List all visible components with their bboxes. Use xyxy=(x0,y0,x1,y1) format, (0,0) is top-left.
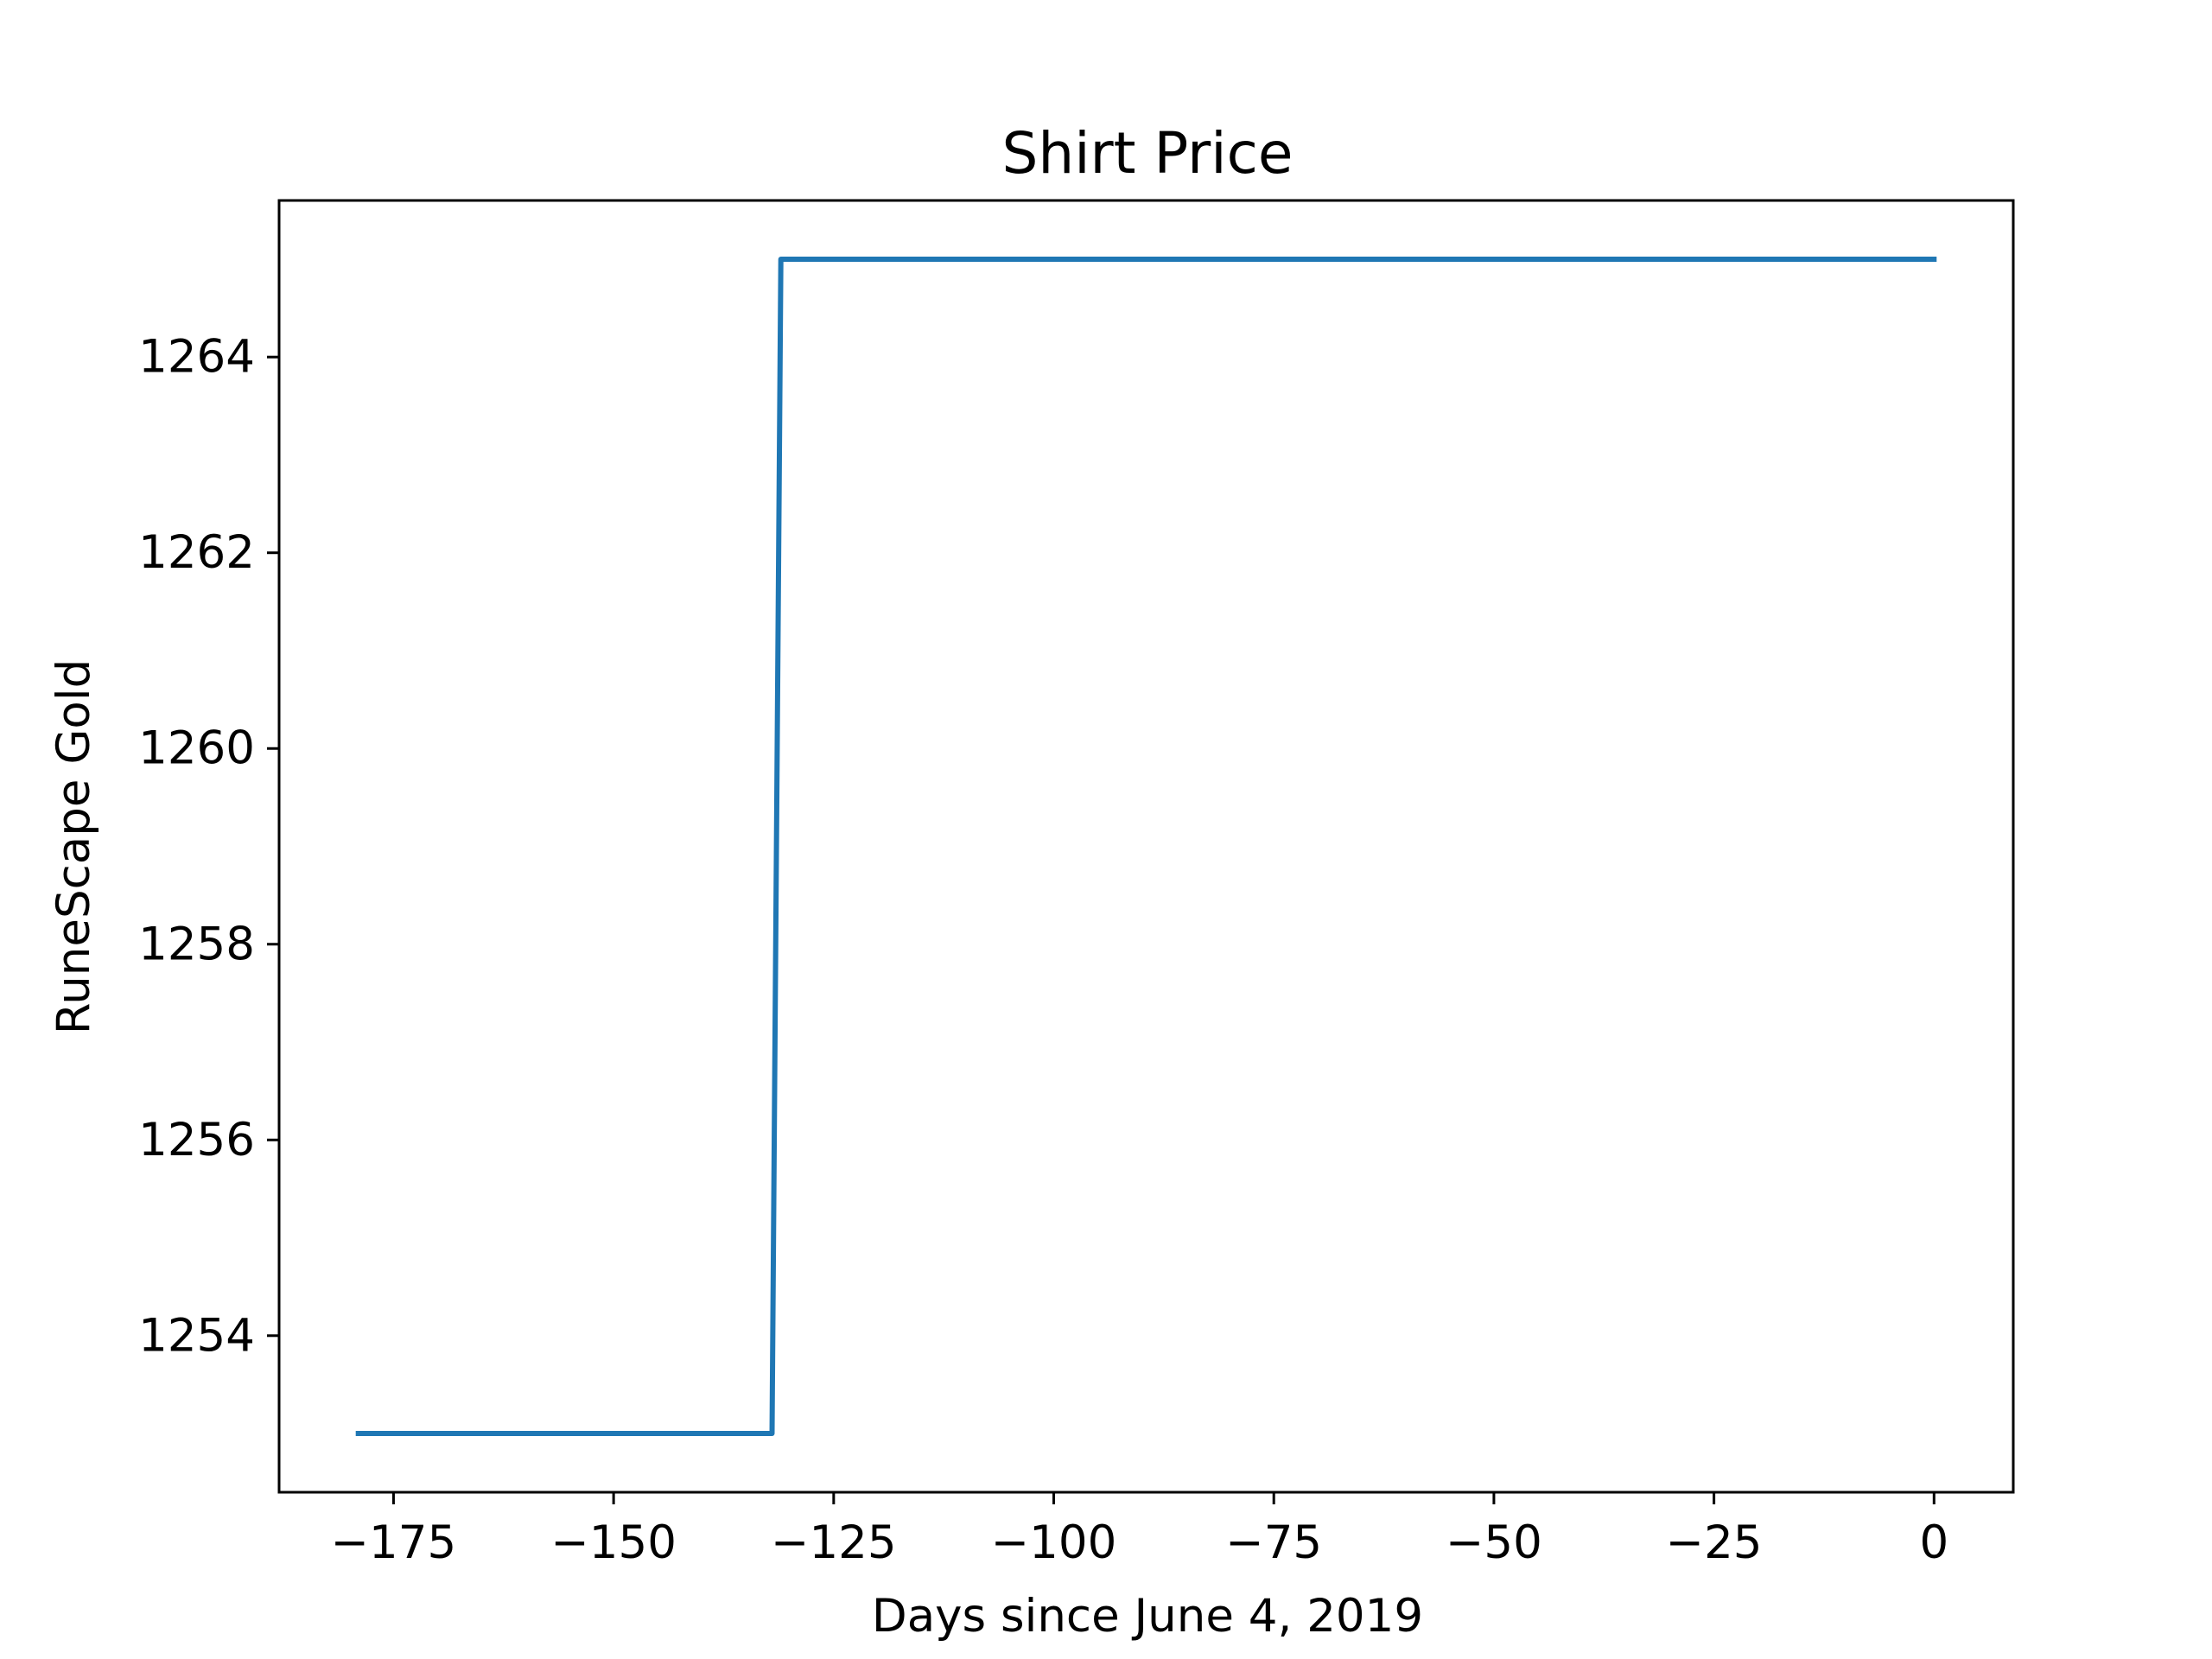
series-line xyxy=(355,257,1937,1436)
x-tick-label: −50 xyxy=(1446,1516,1542,1569)
y-tick-label: 1260 xyxy=(138,722,255,775)
x-axis-label: Days since June 4, 2019 xyxy=(872,1590,1423,1643)
x-axis-ticks: −175 −150 −125 −100 −75 −50 −25 0 xyxy=(331,1492,1948,1569)
y-tick-label: 1256 xyxy=(138,1114,255,1166)
x-tick-label: −175 xyxy=(331,1516,457,1569)
x-tick-label: −25 xyxy=(1666,1516,1763,1569)
y-tick-label: 1258 xyxy=(138,918,255,970)
x-tick-label: −125 xyxy=(771,1516,897,1569)
y-tick-label: 1264 xyxy=(138,331,255,384)
x-tick-label: −75 xyxy=(1225,1516,1322,1569)
y-axis-ticks: 1254 1256 1258 1260 1262 1264 xyxy=(138,331,279,1362)
series-group xyxy=(355,257,1937,1436)
x-tick-label: −150 xyxy=(550,1516,677,1569)
x-tick-label: 0 xyxy=(1919,1516,1948,1569)
y-axis-label: RuneScape Gold xyxy=(48,659,100,1034)
y-tick-label: 1262 xyxy=(138,526,255,579)
x-tick-label: −100 xyxy=(991,1516,1117,1569)
chart-title: Shirt Price xyxy=(1001,120,1293,187)
plot-area-frame xyxy=(277,199,2015,1494)
y-tick-label: 1254 xyxy=(138,1309,255,1362)
